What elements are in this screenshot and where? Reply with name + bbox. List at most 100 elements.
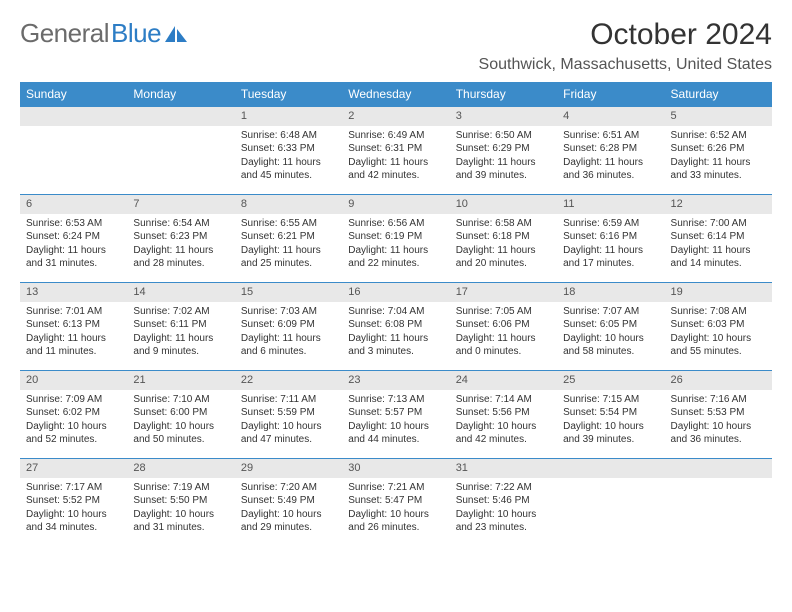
calendar-cell: 16Sunrise: 7:04 AMSunset: 6:08 PMDayligh… xyxy=(342,282,449,370)
sunset-text: Sunset: 6:06 PM xyxy=(456,318,551,332)
day-content: Sunrise: 7:22 AMSunset: 5:46 PMDaylight:… xyxy=(450,478,557,541)
sunrise-text: Sunrise: 7:16 AM xyxy=(671,393,766,407)
calendar-cell: 18Sunrise: 7:07 AMSunset: 6:05 PMDayligh… xyxy=(557,282,664,370)
sunrise-text: Sunrise: 6:48 AM xyxy=(241,129,336,143)
sunrise-text: Sunrise: 7:02 AM xyxy=(133,305,228,319)
day-number: 31 xyxy=(450,458,557,478)
calendar-cell: 25Sunrise: 7:15 AMSunset: 5:54 PMDayligh… xyxy=(557,370,664,458)
sunrise-text: Sunrise: 7:04 AM xyxy=(348,305,443,319)
daylight-text: Daylight: 10 hours and 42 minutes. xyxy=(456,420,551,447)
sunset-text: Sunset: 5:49 PM xyxy=(241,494,336,508)
calendar-cell: 28Sunrise: 7:19 AMSunset: 5:50 PMDayligh… xyxy=(127,458,234,546)
sunrise-text: Sunrise: 7:08 AM xyxy=(671,305,766,319)
month-title: October 2024 xyxy=(479,18,772,52)
sunrise-text: Sunrise: 7:19 AM xyxy=(133,481,228,495)
location-subtitle: Southwick, Massachusetts, United States xyxy=(479,56,772,74)
day-number: 29 xyxy=(235,458,342,478)
calendar-cell: 6Sunrise: 6:53 AMSunset: 6:24 PMDaylight… xyxy=(20,194,127,282)
day-content: Sunrise: 7:00 AMSunset: 6:14 PMDaylight:… xyxy=(665,214,772,277)
day-number: 18 xyxy=(557,282,664,302)
sunset-text: Sunset: 6:21 PM xyxy=(241,230,336,244)
calendar-cell: 1Sunrise: 6:48 AMSunset: 6:33 PMDaylight… xyxy=(235,106,342,194)
sunrise-text: Sunrise: 6:54 AM xyxy=(133,217,228,231)
header: GeneralBlue October 2024 Southwick, Mass… xyxy=(20,18,772,74)
sunrise-text: Sunrise: 7:17 AM xyxy=(26,481,121,495)
day-number: 15 xyxy=(235,282,342,302)
calendar-cell: 21Sunrise: 7:10 AMSunset: 6:00 PMDayligh… xyxy=(127,370,234,458)
calendar-cell: 24Sunrise: 7:14 AMSunset: 5:56 PMDayligh… xyxy=(450,370,557,458)
day-number: 4 xyxy=(557,106,664,126)
sunrise-text: Sunrise: 7:22 AM xyxy=(456,481,551,495)
day-number: 19 xyxy=(665,282,772,302)
sunset-text: Sunset: 6:11 PM xyxy=(133,318,228,332)
calendar-table: Sunday Monday Tuesday Wednesday Thursday… xyxy=(20,82,772,546)
calendar-cell: 17Sunrise: 7:05 AMSunset: 6:06 PMDayligh… xyxy=(450,282,557,370)
calendar-cell: 13Sunrise: 7:01 AMSunset: 6:13 PMDayligh… xyxy=(20,282,127,370)
daylight-text: Daylight: 10 hours and 23 minutes. xyxy=(456,508,551,535)
day-content: Sunrise: 6:56 AMSunset: 6:19 PMDaylight:… xyxy=(342,214,449,277)
day-content: Sunrise: 7:05 AMSunset: 6:06 PMDaylight:… xyxy=(450,302,557,365)
day-number: 5 xyxy=(665,106,772,126)
title-block: October 2024 Southwick, Massachusetts, U… xyxy=(479,18,772,74)
calendar-cell: 2Sunrise: 6:49 AMSunset: 6:31 PMDaylight… xyxy=(342,106,449,194)
daylight-text: Daylight: 11 hours and 14 minutes. xyxy=(671,244,766,271)
calendar-cell: 4Sunrise: 6:51 AMSunset: 6:28 PMDaylight… xyxy=(557,106,664,194)
sunset-text: Sunset: 6:13 PM xyxy=(26,318,121,332)
day-content: Sunrise: 7:01 AMSunset: 6:13 PMDaylight:… xyxy=(20,302,127,365)
calendar-cell: 20Sunrise: 7:09 AMSunset: 6:02 PMDayligh… xyxy=(20,370,127,458)
calendar-cell: 5Sunrise: 6:52 AMSunset: 6:26 PMDaylight… xyxy=(665,106,772,194)
sunrise-text: Sunrise: 7:10 AM xyxy=(133,393,228,407)
weekday-header: Monday xyxy=(127,82,234,106)
weekday-header: Wednesday xyxy=(342,82,449,106)
day-content: Sunrise: 7:10 AMSunset: 6:00 PMDaylight:… xyxy=(127,390,234,453)
day-number: 16 xyxy=(342,282,449,302)
day-content: Sunrise: 6:52 AMSunset: 6:26 PMDaylight:… xyxy=(665,126,772,189)
daylight-text: Daylight: 11 hours and 42 minutes. xyxy=(348,156,443,183)
day-content: Sunrise: 7:07 AMSunset: 6:05 PMDaylight:… xyxy=(557,302,664,365)
calendar-cell: 8Sunrise: 6:55 AMSunset: 6:21 PMDaylight… xyxy=(235,194,342,282)
calendar-cell: 12Sunrise: 7:00 AMSunset: 6:14 PMDayligh… xyxy=(665,194,772,282)
sunset-text: Sunset: 6:24 PM xyxy=(26,230,121,244)
day-content: Sunrise: 6:49 AMSunset: 6:31 PMDaylight:… xyxy=(342,126,449,189)
daylight-text: Daylight: 11 hours and 11 minutes. xyxy=(26,332,121,359)
daylight-text: Daylight: 10 hours and 34 minutes. xyxy=(26,508,121,535)
day-number-empty xyxy=(557,458,664,478)
day-number: 26 xyxy=(665,370,772,390)
daylight-text: Daylight: 10 hours and 29 minutes. xyxy=(241,508,336,535)
day-number: 23 xyxy=(342,370,449,390)
day-number-empty xyxy=(665,458,772,478)
sunset-text: Sunset: 5:56 PM xyxy=(456,406,551,420)
calendar-week-row: 20Sunrise: 7:09 AMSunset: 6:02 PMDayligh… xyxy=(20,370,772,458)
sunrise-text: Sunrise: 7:14 AM xyxy=(456,393,551,407)
daylight-text: Daylight: 11 hours and 20 minutes. xyxy=(456,244,551,271)
daylight-text: Daylight: 10 hours and 58 minutes. xyxy=(563,332,658,359)
weekday-header: Saturday xyxy=(665,82,772,106)
day-number: 10 xyxy=(450,194,557,214)
daylight-text: Daylight: 10 hours and 26 minutes. xyxy=(348,508,443,535)
daylight-text: Daylight: 10 hours and 52 minutes. xyxy=(26,420,121,447)
sunset-text: Sunset: 5:52 PM xyxy=(26,494,121,508)
logo-sail-icon xyxy=(165,26,187,42)
day-number: 20 xyxy=(20,370,127,390)
sunrise-text: Sunrise: 6:49 AM xyxy=(348,129,443,143)
calendar-cell: 27Sunrise: 7:17 AMSunset: 5:52 PMDayligh… xyxy=(20,458,127,546)
sunset-text: Sunset: 6:08 PM xyxy=(348,318,443,332)
day-content: Sunrise: 6:59 AMSunset: 6:16 PMDaylight:… xyxy=(557,214,664,277)
day-number: 30 xyxy=(342,458,449,478)
sunrise-text: Sunrise: 6:59 AM xyxy=(563,217,658,231)
calendar-cell: 15Sunrise: 7:03 AMSunset: 6:09 PMDayligh… xyxy=(235,282,342,370)
sunrise-text: Sunrise: 6:55 AM xyxy=(241,217,336,231)
day-number: 1 xyxy=(235,106,342,126)
day-number: 3 xyxy=(450,106,557,126)
sunrise-text: Sunrise: 6:58 AM xyxy=(456,217,551,231)
day-content: Sunrise: 7:21 AMSunset: 5:47 PMDaylight:… xyxy=(342,478,449,541)
sunrise-text: Sunrise: 6:56 AM xyxy=(348,217,443,231)
sunrise-text: Sunrise: 7:13 AM xyxy=(348,393,443,407)
day-number: 9 xyxy=(342,194,449,214)
day-number: 13 xyxy=(20,282,127,302)
calendar-cell xyxy=(20,106,127,194)
calendar-cell: 14Sunrise: 7:02 AMSunset: 6:11 PMDayligh… xyxy=(127,282,234,370)
sunset-text: Sunset: 6:03 PM xyxy=(671,318,766,332)
calendar-week-row: 27Sunrise: 7:17 AMSunset: 5:52 PMDayligh… xyxy=(20,458,772,546)
calendar-cell: 29Sunrise: 7:20 AMSunset: 5:49 PMDayligh… xyxy=(235,458,342,546)
